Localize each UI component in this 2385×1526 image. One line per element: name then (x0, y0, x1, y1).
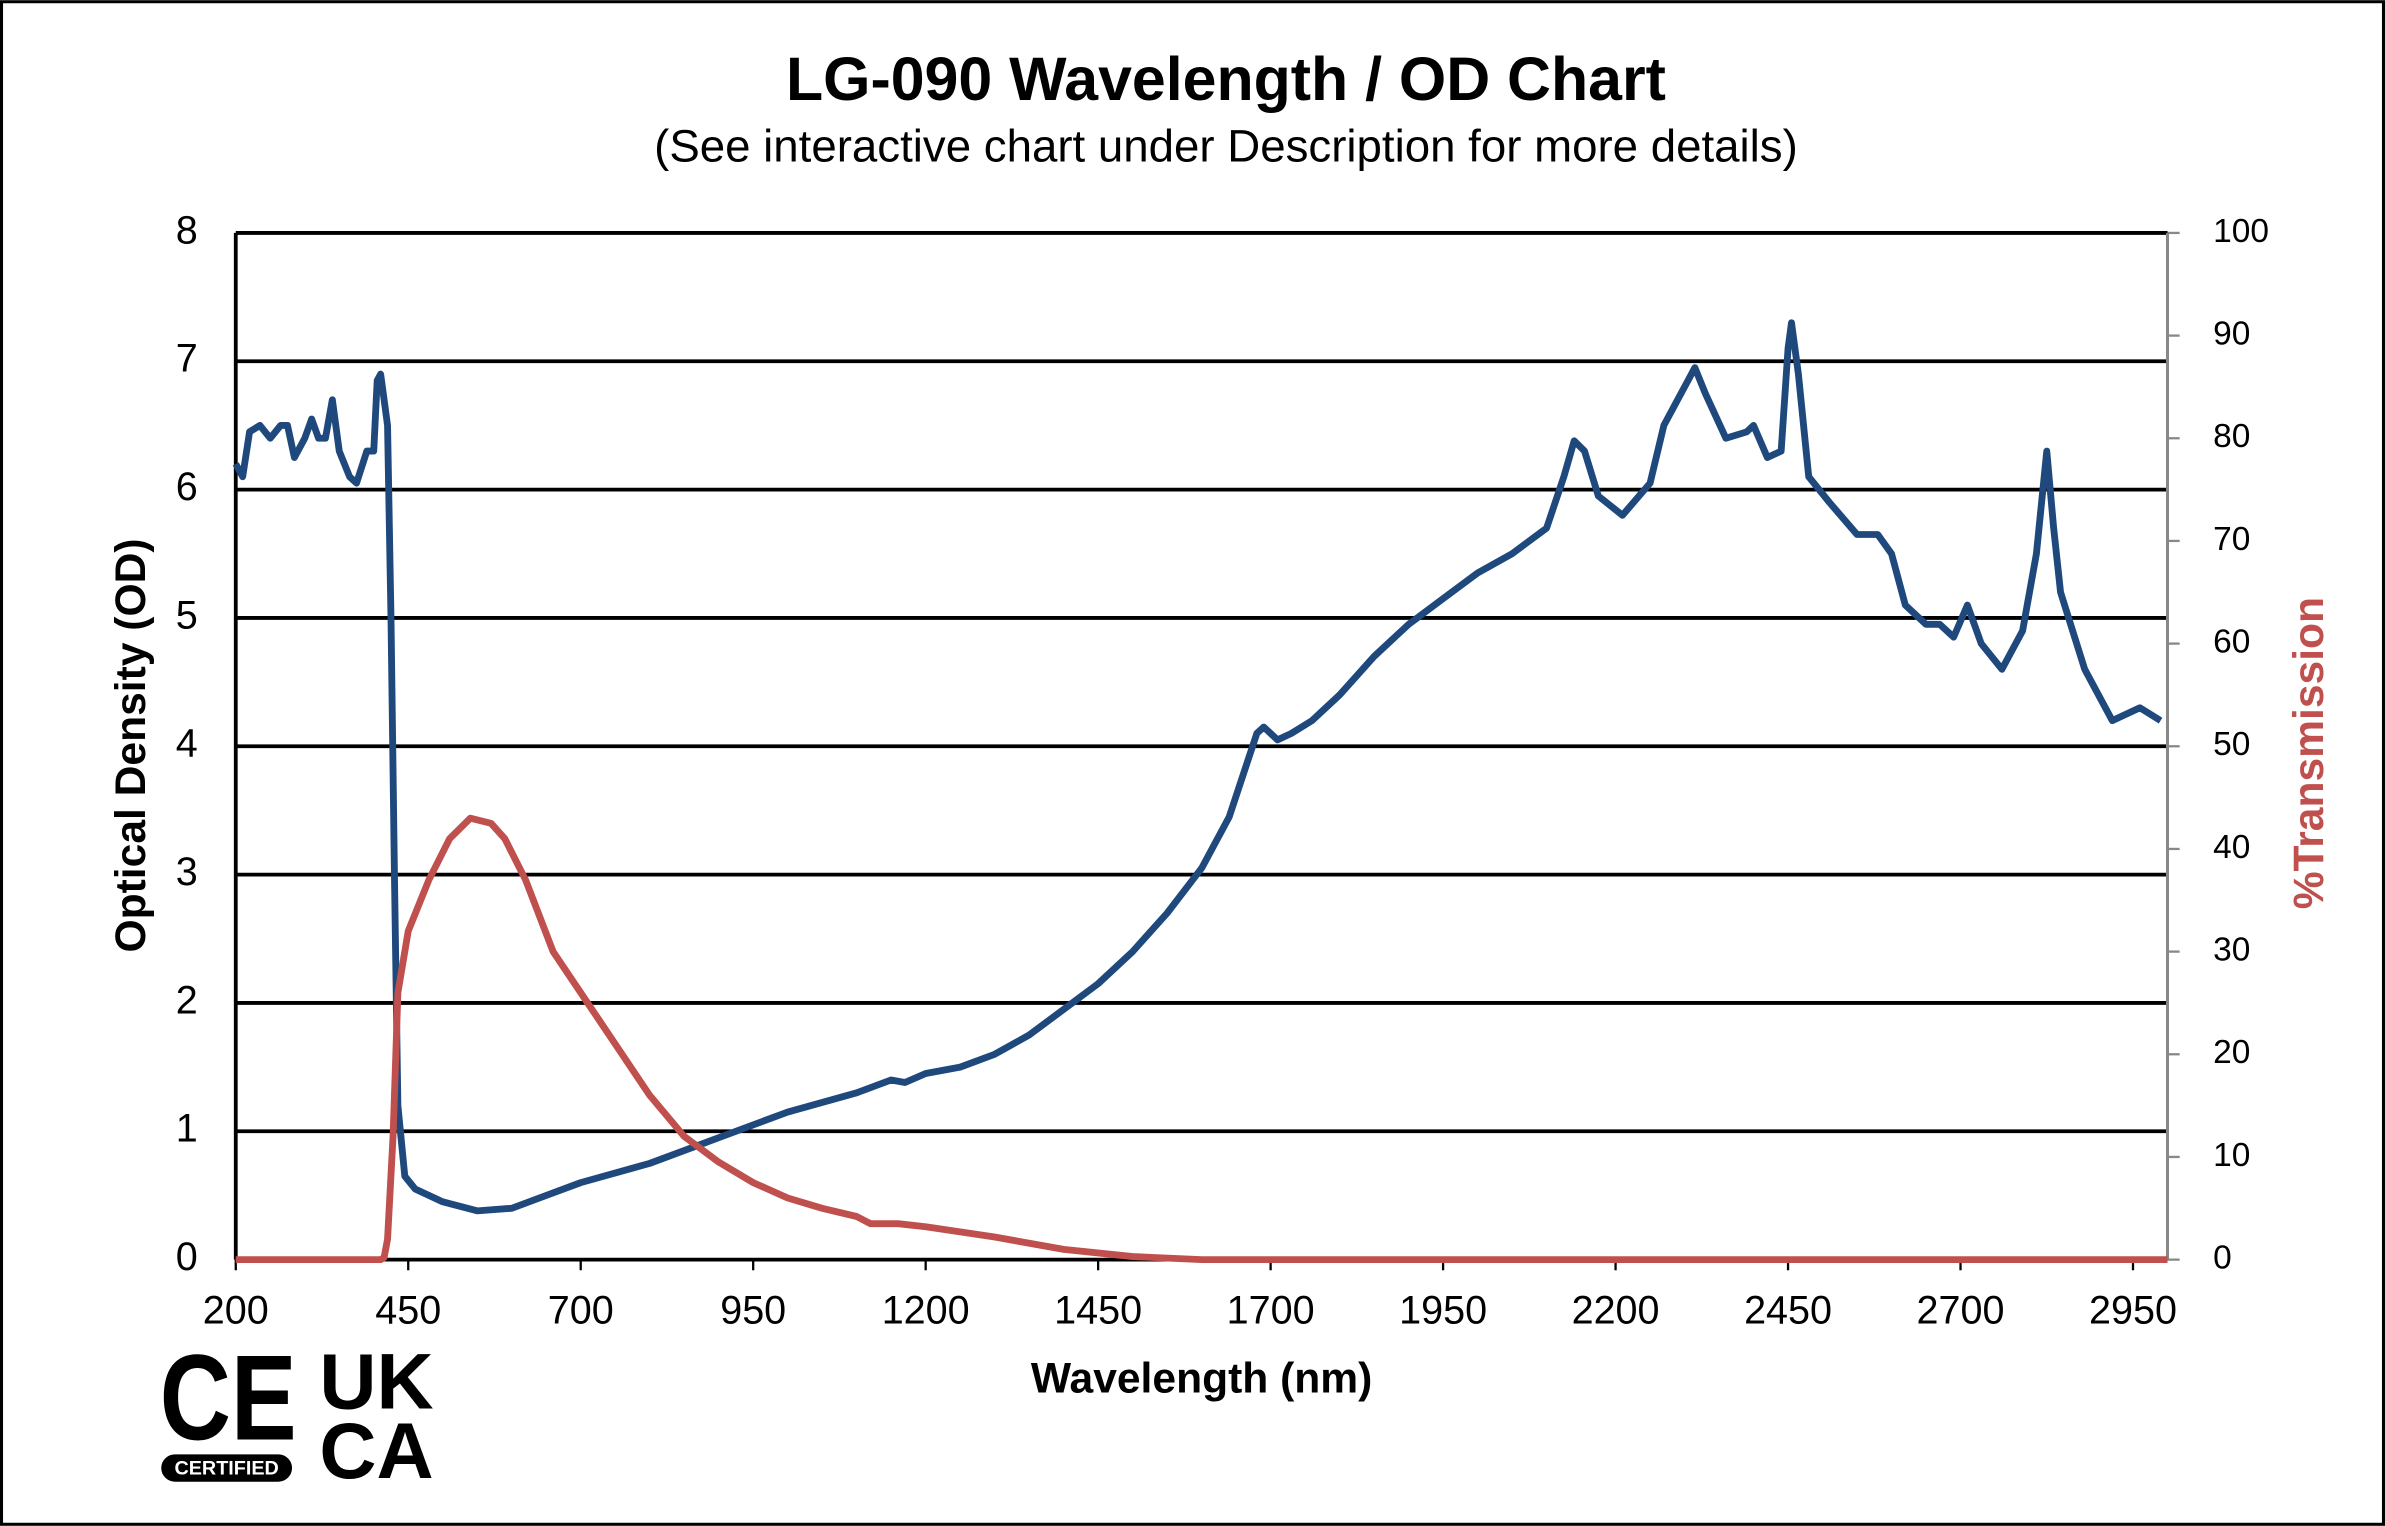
y-tick-label: 0 (176, 1235, 198, 1279)
x-tick-label: 700 (548, 1288, 614, 1332)
y2-tick-label: 30 (2213, 931, 2250, 968)
x-tick-label: 1450 (1054, 1288, 1142, 1332)
y-tick-label: 4 (176, 722, 198, 766)
y2-tick-label: 0 (2213, 1239, 2232, 1276)
y-tick-label: 8 (176, 208, 198, 252)
y2-tick-label: 60 (2213, 623, 2250, 660)
uk-mark: UK (319, 1336, 433, 1425)
y2-tick-label: 100 (2213, 213, 2269, 250)
y2-tick-label: 80 (2213, 418, 2250, 455)
ce-mark: CE (160, 1329, 297, 1465)
y2-tick-label: 70 (2213, 521, 2250, 558)
y2-tick-label: 90 (2213, 315, 2250, 352)
x-axis-label: Wavelength (nm) (1031, 1355, 1372, 1403)
x-tick-label: 2700 (1917, 1288, 2005, 1332)
x-tick-label: 2200 (1572, 1288, 1660, 1332)
chart-title: LG-090 Wavelength / OD Chart (786, 45, 1666, 113)
data-line (235, 814, 2168, 1264)
data-line (232, 319, 2163, 1215)
y2-axis-label: %Transmission (2285, 597, 2333, 909)
certification-logo: CE CERTIFIED UK CA (160, 1329, 434, 1495)
x-tick-label: 1200 (882, 1288, 970, 1332)
y-tick-label: 3 (176, 850, 198, 894)
y2-tick-label: 10 (2213, 1137, 2250, 1174)
x-tick-label: 2950 (2089, 1288, 2177, 1332)
y2-tick-label: 20 (2213, 1034, 2250, 1071)
x-tick-label: 1950 (1399, 1288, 1487, 1332)
badge (161, 1454, 293, 1482)
x-tick-label: 950 (720, 1288, 786, 1332)
y2-tick-label: 40 (2213, 829, 2250, 866)
x-tick-label: 2450 (1744, 1288, 1832, 1332)
x-tick-label: 1700 (1227, 1288, 1315, 1332)
badge-text: CERTIFIED (174, 1458, 278, 1480)
y-tick-label: 7 (176, 337, 198, 381)
y-axis-label: Optical Density (OD) (107, 539, 155, 953)
y-tick-label: 6 (176, 465, 198, 509)
y-tick-label: 5 (176, 593, 198, 637)
y2-tick-label: 50 (2213, 726, 2250, 763)
x-tick-label: 450 (375, 1288, 441, 1332)
ca-mark: CA (319, 1406, 433, 1495)
chart-subtitle: (See interactive chart under Description… (654, 120, 1798, 171)
x-tick-label: 200 (203, 1288, 269, 1332)
y-tick-label: 2 (176, 978, 198, 1022)
y-tick-label: 1 (176, 1107, 198, 1151)
